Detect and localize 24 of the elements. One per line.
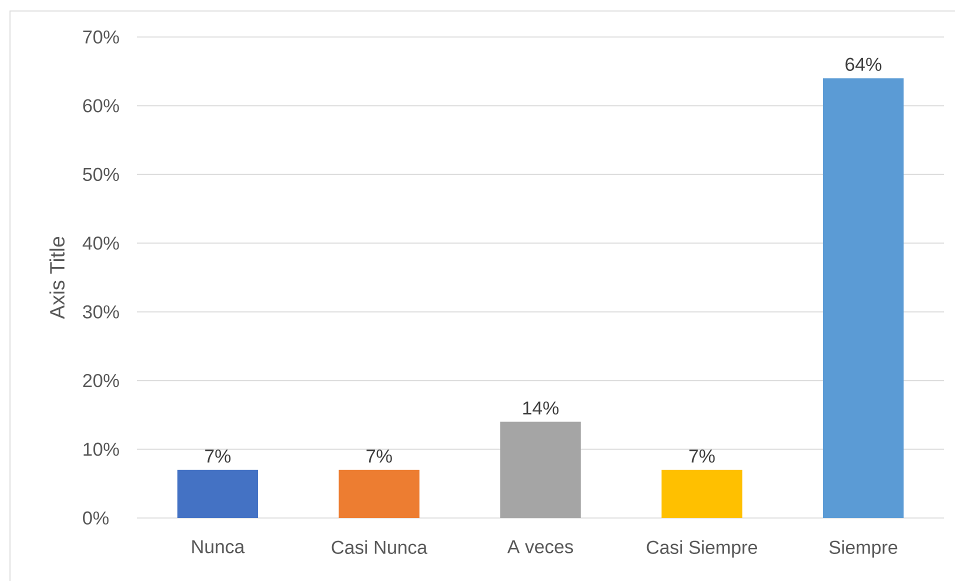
bar: [500, 422, 581, 518]
bar: [822, 78, 904, 518]
data-label: 7%: [366, 450, 392, 463]
y-axis-title: Axis Title: [49, 236, 65, 319]
y-tick-label: 70%: [83, 30, 119, 44]
x-tick-label: Casi Siempre: [646, 540, 758, 558]
bar: [177, 470, 258, 518]
y-tick-label: 50%: [83, 168, 119, 182]
data-label: 14%: [523, 401, 559, 415]
data-label: 64%: [846, 58, 882, 71]
y-tick-label: 0%: [83, 511, 109, 525]
bar: [338, 470, 420, 518]
y-tick-label: 10%: [84, 442, 119, 456]
y-tick-label: 60%: [83, 99, 119, 112]
x-tick-label: Siempre: [829, 540, 898, 558]
data-label: 7%: [205, 450, 231, 463]
data-label: 7%: [689, 450, 715, 463]
bar: [662, 470, 742, 518]
y-tick-label: 30%: [82, 305, 119, 318]
y-tick-label: 40%: [82, 236, 119, 250]
y-tick-label: 20%: [83, 374, 119, 388]
x-tick-label: A veces: [507, 540, 574, 554]
x-tick-label: Casi Nunca: [332, 540, 428, 554]
x-tick-label: Nunca: [192, 540, 245, 554]
